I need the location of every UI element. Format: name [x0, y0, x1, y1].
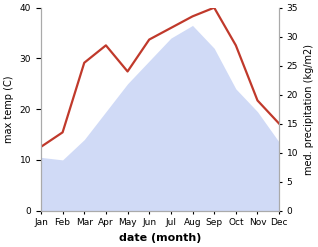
X-axis label: date (month): date (month): [119, 233, 201, 243]
Y-axis label: max temp (C): max temp (C): [4, 75, 14, 143]
Y-axis label: med. precipitation (kg/m2): med. precipitation (kg/m2): [304, 44, 314, 175]
